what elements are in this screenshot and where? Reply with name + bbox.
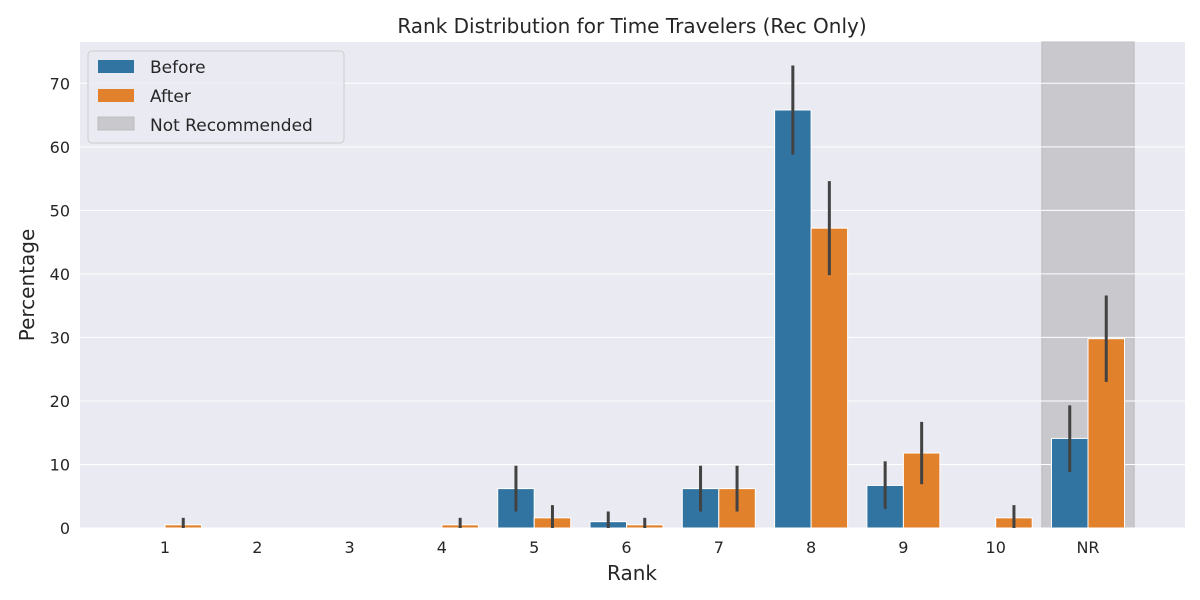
grid-layer (80, 82, 1185, 529)
legend-label-after: After (150, 87, 191, 107)
x-tick-label-5: 5 (529, 538, 539, 557)
x-tick-label-3: 3 (345, 538, 355, 557)
x-tick-label-1: 1 (160, 538, 170, 557)
bar-after-8 (810, 227, 849, 529)
y-tick-label-20: 20 (50, 392, 70, 411)
x-tick-label-2: 2 (252, 538, 262, 557)
legend-swatch-after (98, 89, 134, 102)
y-tick-label-10: 10 (50, 455, 70, 474)
x-tick-label-6: 6 (621, 538, 631, 557)
x-tick-label-7: 7 (714, 538, 724, 557)
legend-box (87, 50, 345, 144)
x-tick-label-9: 9 (898, 538, 908, 557)
legend-label-before: Before (150, 58, 206, 78)
legend-swatch-not-recommended (97, 116, 135, 131)
y-tick-label-30: 30 (50, 328, 70, 347)
y-tick-label-40: 40 (50, 265, 70, 284)
legend: Before After Not Recommended (87, 50, 345, 144)
y-tick-label-60: 60 (50, 138, 70, 157)
bar-after-9 (902, 452, 941, 529)
x-tick-label-4: 4 (437, 538, 447, 557)
x-axis-label: Rank (607, 561, 657, 585)
x-tick-labels: 1 2 3 4 5 6 7 8 9 10 NR (160, 538, 1100, 557)
y-tick-label-70: 70 (50, 74, 70, 93)
y-axis-label: Percentage (15, 229, 39, 342)
y-tick-label-50: 50 (50, 201, 70, 220)
y-tick-labels: 0 10 20 30 40 50 60 70 (50, 74, 70, 538)
x-tick-label-8: 8 (806, 538, 816, 557)
y-tick-label-0: 0 (60, 519, 70, 538)
errors-layer (181, 65, 1108, 528)
bar-before-8 (774, 109, 812, 529)
chart-title: Rank Distribution for Time Travelers (Re… (397, 14, 866, 38)
legend-label-not-recommended: Not Recommended (150, 116, 313, 136)
x-tick-label-nr: NR (1076, 538, 1099, 557)
legend-swatch-before (98, 60, 134, 73)
x-tick-label-10: 10 (986, 538, 1006, 557)
